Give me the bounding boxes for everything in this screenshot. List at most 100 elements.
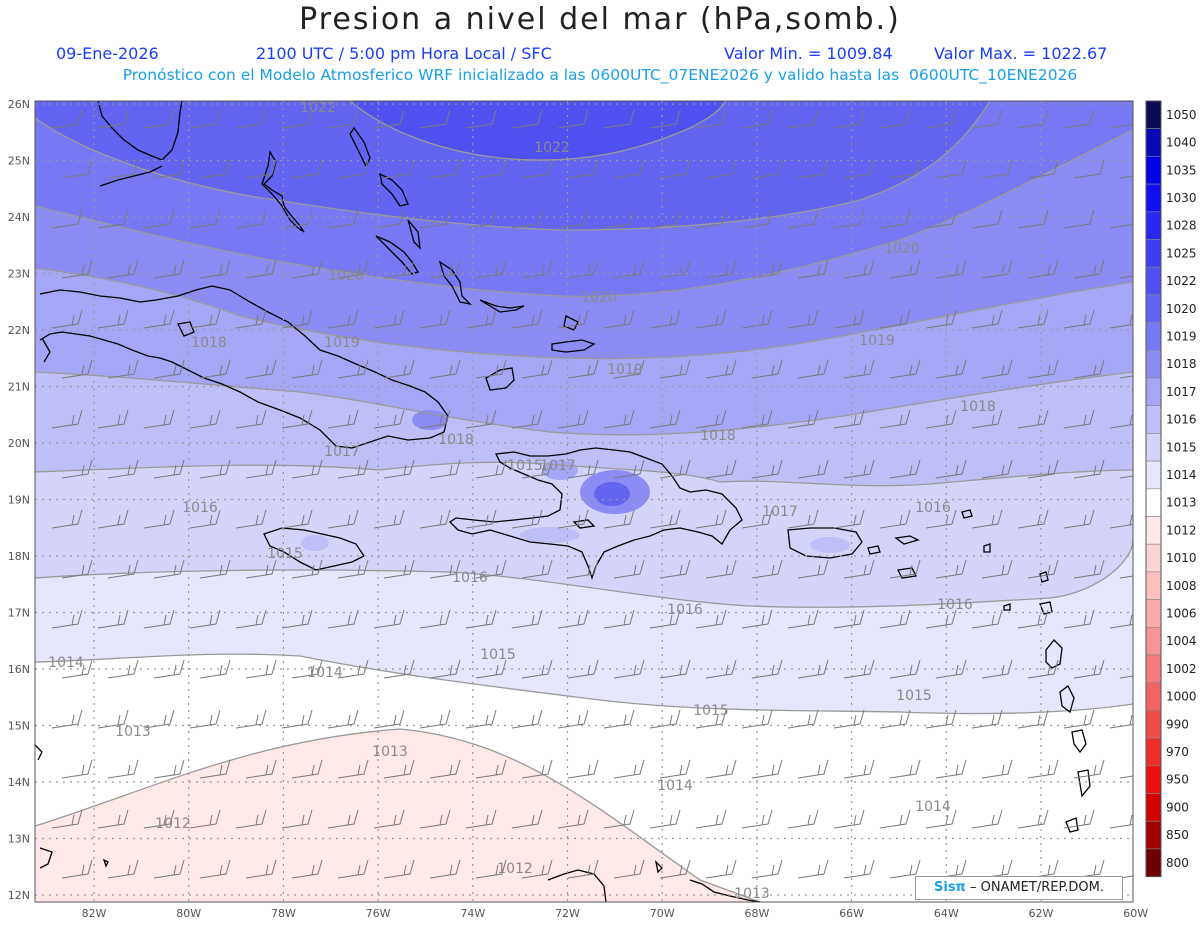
wind-barb bbox=[511, 309, 543, 329]
wind-barb bbox=[971, 109, 1003, 129]
wind-barb bbox=[797, 359, 829, 379]
wind-barb bbox=[833, 509, 865, 529]
wind-barb bbox=[981, 159, 1013, 179]
colorbar-swatch bbox=[1145, 322, 1162, 351]
lat-label: 23N bbox=[8, 268, 30, 281]
wind-barb bbox=[143, 709, 175, 729]
wind-barb bbox=[51, 509, 83, 529]
isobar-label: 1015 bbox=[896, 688, 932, 704]
wind-barb bbox=[337, 559, 369, 579]
wind-barb bbox=[327, 609, 359, 629]
colorbar-swatch bbox=[1145, 571, 1162, 600]
wind-barb bbox=[475, 759, 507, 779]
wind-barb bbox=[935, 359, 967, 379]
colorbar-label: 1022 bbox=[1166, 274, 1197, 288]
wind-barb bbox=[61, 159, 93, 179]
wind-barb bbox=[465, 509, 497, 529]
colorbar-label: 1040 bbox=[1166, 136, 1197, 150]
wind-barb bbox=[705, 659, 737, 679]
wind-barb bbox=[383, 759, 415, 779]
isobar-label: 1015 bbox=[480, 647, 516, 663]
wind-barb bbox=[603, 609, 635, 629]
wind-barb bbox=[475, 659, 507, 679]
wind-barb bbox=[925, 709, 957, 729]
wind-barb bbox=[189, 609, 221, 629]
wind-barb bbox=[649, 509, 681, 529]
wind-barb bbox=[465, 609, 497, 629]
wind-barb bbox=[521, 459, 553, 479]
wind-barb bbox=[935, 459, 967, 479]
wind-barbs bbox=[51, 109, 1133, 879]
wind-barb bbox=[971, 209, 1003, 229]
wind-barb bbox=[383, 559, 415, 579]
colorbar-swatch bbox=[1145, 156, 1162, 185]
min-value: Valor Min. = 1009.84 bbox=[724, 44, 893, 63]
wind-barb bbox=[235, 209, 267, 229]
wind-barb bbox=[465, 409, 497, 429]
wind-barb bbox=[511, 109, 543, 129]
isobar-label: 1013 bbox=[372, 744, 408, 760]
colorbar-swatch bbox=[1145, 183, 1162, 213]
wind-barb bbox=[107, 459, 139, 479]
wind-barb bbox=[61, 659, 93, 679]
wind-barb bbox=[511, 209, 543, 229]
wind-barb bbox=[291, 759, 323, 779]
wind-barb bbox=[833, 409, 865, 429]
wind-barb bbox=[337, 159, 369, 179]
wind-barb bbox=[291, 259, 323, 279]
wind-barb bbox=[741, 309, 773, 329]
wind-barb bbox=[613, 359, 645, 379]
wind-barb bbox=[751, 159, 783, 179]
wind-barb bbox=[291, 359, 323, 379]
wind-barb bbox=[935, 659, 967, 679]
wind-barb bbox=[1017, 209, 1049, 229]
wind-barb bbox=[695, 309, 727, 329]
wind-barb bbox=[741, 709, 773, 729]
wind-barb bbox=[429, 859, 461, 879]
wind-barb bbox=[1027, 159, 1059, 179]
wind-barb bbox=[1027, 459, 1059, 479]
wind-barb bbox=[787, 709, 819, 729]
wind-barb bbox=[797, 659, 829, 679]
wind-barb bbox=[889, 459, 921, 479]
wind-barb bbox=[557, 609, 589, 629]
wind-barb bbox=[97, 109, 129, 129]
colorbar-label: 950 bbox=[1166, 773, 1189, 787]
wind-barb bbox=[659, 859, 691, 879]
wind-barb bbox=[1063, 409, 1095, 429]
wind-barb bbox=[659, 659, 691, 679]
wind-barb bbox=[695, 709, 727, 729]
wind-barb bbox=[235, 509, 267, 529]
wind-barb bbox=[613, 659, 645, 679]
wind-barb bbox=[925, 209, 957, 229]
wind-barb bbox=[557, 109, 589, 129]
wind-barb bbox=[327, 109, 359, 129]
colorbar-swatch bbox=[1145, 626, 1162, 656]
wind-barb bbox=[189, 709, 221, 729]
lat-label: 13N bbox=[8, 833, 30, 846]
wind-barb bbox=[971, 509, 1003, 529]
lat-label: 19N bbox=[8, 494, 30, 507]
wind-barb bbox=[889, 359, 921, 379]
isobar-label: 1018 bbox=[191, 335, 227, 351]
latitude-labels: 26N 25N 24N 23N 22N 21N 20N 19N 18N 17N 16N 15N 14N 1… bbox=[8, 98, 30, 902]
wind-barb bbox=[981, 459, 1013, 479]
wind-barb bbox=[235, 309, 267, 329]
lat-label: 24N bbox=[8, 211, 30, 224]
wind-barb bbox=[613, 559, 645, 579]
wind-barb bbox=[879, 509, 911, 529]
wind-barb bbox=[751, 359, 783, 379]
wind-barb bbox=[511, 709, 543, 729]
lon-label: 72W bbox=[555, 907, 580, 920]
wind-barb bbox=[833, 309, 865, 329]
valid-time: 2100 UTC / 5:00 pm Hora Local / SFC bbox=[256, 44, 552, 63]
isobar-label: 1016 bbox=[915, 500, 951, 516]
wind-barb bbox=[935, 759, 967, 779]
wind-barb bbox=[1109, 714, 1133, 729]
wind-barb bbox=[797, 859, 829, 879]
wind-barb bbox=[419, 309, 451, 329]
wind-barb bbox=[235, 609, 267, 629]
wind-barb bbox=[97, 609, 129, 629]
colorbar-label: 1017 bbox=[1166, 385, 1197, 399]
wind-barb bbox=[971, 809, 1003, 829]
